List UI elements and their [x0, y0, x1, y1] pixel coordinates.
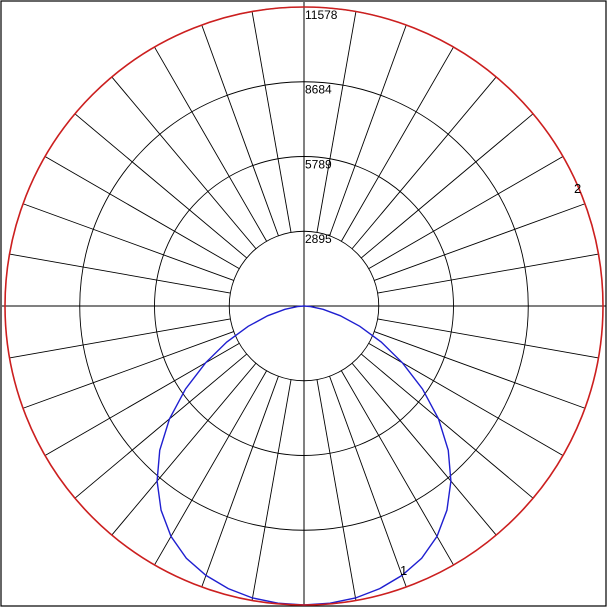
grid-spoke-250	[22, 203, 234, 281]
radial-tick-labels: 2895 5789 8684 11578	[305, 8, 338, 246]
series-curve-2	[4, 6, 604, 606]
grid-spoke-330	[154, 370, 268, 566]
grid-spoke-140	[351, 76, 497, 250]
grid-spoke-150	[340, 46, 454, 242]
grid-spoke-70	[374, 331, 586, 409]
series-curve-1	[156, 305, 452, 606]
radial-tick-label: 5789	[305, 158, 332, 172]
grid-spoke-290	[22, 331, 234, 409]
series-layer	[4, 6, 604, 606]
grid-spoke-350	[251, 379, 292, 601]
grid-spoke-20	[329, 376, 407, 588]
grid-spoke-340	[201, 376, 279, 588]
grid-spoke-110	[374, 203, 586, 281]
radial-tick-label: 2895	[305, 232, 332, 246]
grid-spoke-280	[9, 318, 231, 359]
grid-spoke-220	[111, 76, 257, 250]
grid-spoke-50	[360, 353, 534, 499]
series-label-2: 2	[574, 181, 581, 196]
grid-spoke-130	[360, 113, 534, 259]
grid-spoke-120	[368, 156, 564, 270]
grid-spoke-170	[316, 11, 357, 233]
grid-spoke-200	[201, 24, 279, 236]
grid-spoke-80	[377, 318, 599, 359]
grid-spoke-40	[351, 362, 497, 536]
grid-spokes	[9, 11, 599, 601]
grid-spoke-160	[329, 24, 407, 236]
radial-tick-label: 8684	[305, 83, 332, 97]
grid-spoke-320	[111, 362, 257, 536]
grid-spoke-190	[251, 11, 292, 233]
grid-spoke-10	[316, 379, 357, 601]
grid-spoke-30	[340, 370, 454, 566]
grid-spoke-230	[74, 113, 248, 259]
series-labels: 12	[400, 181, 581, 578]
grid-spoke-100	[377, 253, 599, 294]
radial-tick-label: 11578	[305, 8, 338, 22]
grid-spoke-310	[74, 353, 248, 499]
grid-spoke-240	[44, 156, 240, 270]
grid-spoke-260	[9, 253, 231, 294]
series-label-1: 1	[400, 563, 407, 578]
grid-spoke-210	[154, 46, 268, 242]
